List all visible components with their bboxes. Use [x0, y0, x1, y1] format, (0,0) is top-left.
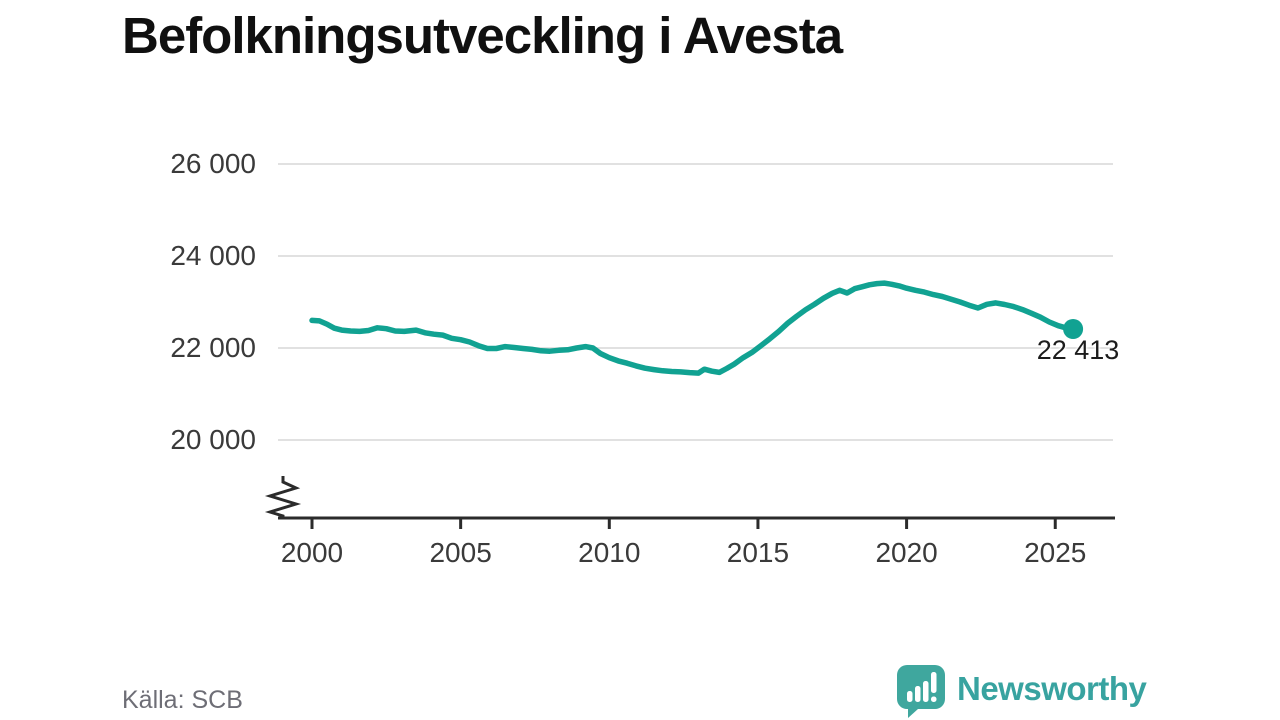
latest-value-marker: [1063, 319, 1084, 339]
source-label: Källa: SCB: [122, 686, 243, 714]
bar-medium: [915, 686, 921, 702]
y-tick-label: 22 000: [170, 332, 256, 363]
newsworthy-logo: Newsworthy: [895, 664, 1147, 718]
y-axis-break-zigzag: [264, 476, 302, 519]
x-tick-label: 2005: [429, 537, 492, 568]
end-value-label: 22 413: [1036, 335, 1120, 365]
exclamation-dot: [931, 696, 937, 702]
newsworthy-wordmark: Newsworthy: [957, 670, 1147, 707]
bar-small: [907, 691, 913, 702]
x-axis: [278, 516, 1115, 529]
chart-title: Befolkningsutveckling i Avesta: [122, 7, 843, 64]
newsworthy-icon: [897, 665, 945, 718]
speech-bubble-shape: [897, 665, 945, 718]
x-tick-label: 2000: [280, 537, 344, 568]
population-line-series: [309, 280, 1076, 376]
y-tick-label: 20 000: [170, 424, 256, 455]
x-tick-label: 2010: [578, 537, 641, 568]
y-tick-label: 26 000: [170, 148, 256, 179]
gridlines: [278, 163, 1113, 441]
x-tick-label: 2020: [875, 537, 938, 568]
y-tick-label: 24 000: [170, 240, 256, 271]
x-tick-label: 2015: [726, 537, 790, 568]
bar-large: [923, 681, 929, 702]
exclamation-bar: [931, 672, 937, 693]
x-tick-label: 2025: [1024, 537, 1087, 568]
